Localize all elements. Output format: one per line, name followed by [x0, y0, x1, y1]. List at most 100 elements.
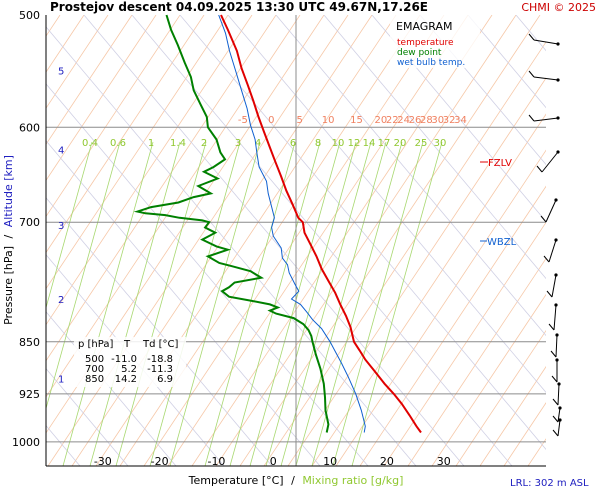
table-row-t: 14.2: [115, 374, 137, 385]
isotherm-line: [46, 15, 205, 254]
adiabat-line: [323, 15, 546, 280]
wind-barb: [533, 39, 559, 45]
mixing-ratio-line: [311, 141, 403, 466]
pressure-tick-labels: 500 600 700 850 925 1000: [12, 9, 40, 449]
isotherm-line: [552, 15, 600, 466]
isotherm-line: [47, 15, 349, 466]
isotherm-line: [46, 15, 229, 290]
svg-text:Pressure [hPa] / A: Pressure [hPa] / Altitude [km]: [2, 155, 15, 325]
mixing-ratio-line: [115, 141, 207, 466]
mixing-ratio-line: [351, 141, 443, 466]
isotherm-label: 5: [296, 115, 302, 126]
table-row-p: 850: [85, 374, 104, 385]
isotherm-line: [455, 329, 546, 466]
isotherm-label: -5: [238, 115, 248, 126]
isotherm-line: [215, 15, 517, 466]
table-row-p: 700: [85, 364, 104, 375]
legend-temperature: temperature: [397, 38, 454, 48]
wind-barb-station: [556, 150, 560, 154]
temperature-tick-label: 20: [380, 455, 394, 468]
isotherm-label: 0: [268, 115, 274, 126]
wind-barb: [555, 334, 558, 358]
wind-barb-station: [555, 358, 559, 362]
wind-barb-flag: [550, 350, 557, 358]
lrl-label: LRL: 302 m ASL: [510, 478, 589, 489]
table-row-td: -11.3: [147, 364, 173, 375]
temperature-line: [220, 14, 422, 434]
table-header-p: p [hPa]: [78, 339, 113, 350]
altitude-tick-label: 1: [58, 374, 64, 385]
pressure-tick-label: 700: [19, 216, 40, 229]
isotherm-line: [71, 15, 373, 466]
y-axis-label-altitude: Altitude [km]: [2, 155, 15, 227]
mixing-ratio-line: [332, 141, 424, 466]
isotherm-label: 34: [454, 115, 467, 126]
mixing-ratio-line: [62, 141, 154, 466]
isotherm-label: 30: [431, 115, 444, 126]
adiabat-line: [467, 15, 546, 109]
isotherm-line: [46, 15, 325, 434]
wind-barb-flag: [548, 323, 555, 331]
wind-barb: [551, 274, 557, 298]
freezing-level-label: FZLV: [488, 158, 512, 169]
mixing-ratio-label: 12: [348, 138, 361, 149]
pressure-tick-label: 1000: [12, 436, 40, 449]
mixing-ratio-label: 3: [235, 138, 241, 149]
isotherm-line: [431, 293, 546, 466]
wind-barb-station: [554, 198, 558, 202]
isotherm-line: [119, 15, 421, 466]
adiabat-line: [46, 368, 129, 466]
isotherm-label: 22: [386, 115, 399, 126]
wind-barb: [541, 151, 559, 173]
dew-point-line: [133, 14, 330, 433]
altitude-tick-label: 2: [58, 295, 64, 306]
y-axis-label-pressure: Pressure [hPa]: [2, 246, 15, 325]
y-axis-title: Pressure [hPa] / Altitude [km]: [2, 155, 15, 325]
mixing-ratio-label: 6: [290, 138, 296, 149]
wind-barb-station: [556, 42, 560, 46]
isotherm-line: [167, 15, 469, 466]
x-axis-label-separator: /: [291, 474, 295, 487]
wind-barb-station: [554, 303, 558, 307]
wind-barb-flag: [552, 415, 559, 423]
wind-barb-flag: [552, 398, 559, 406]
wind-barb: [533, 117, 559, 122]
wind-barb-station: [558, 418, 562, 422]
wind-barb-station: [554, 238, 558, 242]
pressure-tick-label: 500: [19, 9, 40, 22]
isotherm-line: [407, 257, 546, 466]
adiabat-line: [371, 15, 546, 223]
isotherm-line: [95, 15, 397, 466]
isotherm-line: [143, 15, 445, 466]
isotherm-label: 15: [350, 115, 363, 126]
adiabat-line: [46, 83, 369, 466]
adiabat-line: [275, 15, 546, 337]
isotherm-line: [191, 15, 493, 466]
temperature-tick-label: -30: [94, 455, 112, 468]
isotherm-line: [46, 15, 181, 218]
mixing-ratio-label: 1: [148, 138, 154, 149]
mixing-ratio-line: [169, 141, 261, 466]
wind-barb: [557, 407, 561, 423]
isotherm-line: [263, 41, 546, 466]
adiabat-line: [46, 26, 417, 466]
isotherm-label: 10: [322, 115, 335, 126]
wet-bulb-zero-marker: WBZL: [480, 237, 517, 248]
table-row-t: 5.2: [121, 364, 137, 375]
table-row-p: 500: [85, 354, 104, 365]
x-axis-title: Temperature [°C] / Mixing ratio [g/kg]: [188, 474, 404, 487]
isotherm-line: [0, 15, 12, 466]
adiabat-line: [46, 140, 321, 466]
mixing-ratio-line: [204, 141, 296, 466]
mixing-ratio-label: 0.4: [82, 138, 98, 149]
mixing-ratio-label: 0.6: [110, 138, 126, 149]
wind-barb-flag: [528, 33, 535, 41]
wind-barb-flag: [546, 290, 553, 298]
x-axis-label-mixing: Mixing ratio [g/kg]: [302, 474, 403, 487]
isotherm-line: [576, 15, 600, 466]
wind-barb-station: [556, 78, 560, 82]
mixing-ratio-label: 8: [315, 138, 321, 149]
isotherm-line: [46, 15, 109, 109]
